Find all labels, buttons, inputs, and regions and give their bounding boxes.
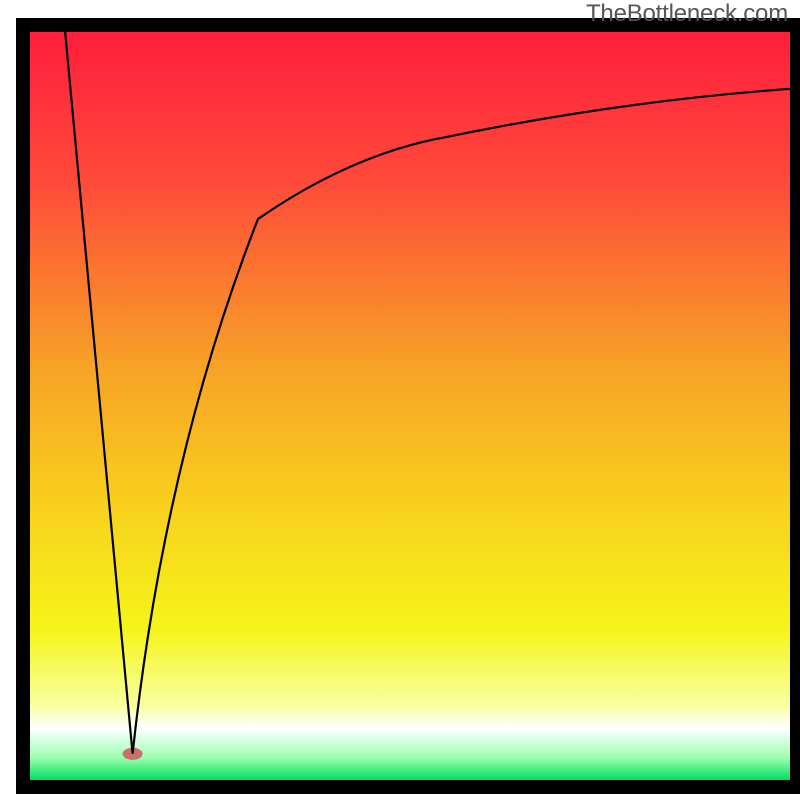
bottleneck-chart: TheBottleneck.com	[0, 0, 800, 800]
watermark-link[interactable]: TheBottleneck.com	[586, 0, 788, 28]
chart-canvas	[0, 0, 800, 800]
